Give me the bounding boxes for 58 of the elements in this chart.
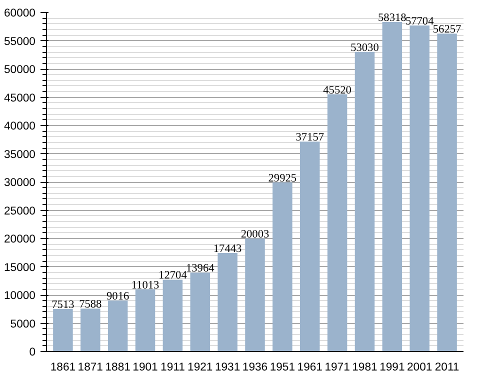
x-tick-label: 2011 xyxy=(434,362,460,373)
data-label: 20003 xyxy=(240,228,270,240)
x-tick-label: 1961 xyxy=(297,362,322,373)
bar xyxy=(135,289,156,352)
y-tick-label: 45000 xyxy=(4,92,36,104)
data-label: 29925 xyxy=(268,172,297,184)
data-label: 56257 xyxy=(432,24,462,36)
bar xyxy=(437,34,457,352)
bar xyxy=(53,309,73,352)
x-tick-label: 1881 xyxy=(105,362,130,373)
x-tick-label: 1936 xyxy=(242,362,268,373)
data-label: 17443 xyxy=(213,242,242,255)
bar xyxy=(190,272,210,352)
bar xyxy=(162,280,183,352)
y-tick-label: 5000 xyxy=(10,318,36,330)
x-tick-label: 2001 xyxy=(407,362,432,373)
x-tick-label: 1971 xyxy=(324,362,350,373)
data-label: 7513 xyxy=(52,299,75,312)
y-tick-label: 0 xyxy=(29,346,36,358)
y-tick-label: 10000 xyxy=(4,290,36,302)
data-label: 58318 xyxy=(378,12,407,24)
bar xyxy=(300,142,320,352)
data-label: 11013 xyxy=(131,279,160,292)
x-tick-label: 1991 xyxy=(380,362,405,373)
bar xyxy=(245,238,265,352)
bar xyxy=(218,252,238,352)
bar xyxy=(108,300,128,352)
bar xyxy=(410,25,430,352)
data-label: 12704 xyxy=(158,270,188,282)
x-tick-label: 1871 xyxy=(78,362,103,373)
x-tick-label: 1951 xyxy=(270,362,296,373)
bar xyxy=(382,22,402,352)
y-tick-label: 30000 xyxy=(4,177,36,189)
x-tick-label: 1931 xyxy=(214,362,240,373)
bar xyxy=(80,308,100,352)
x-tick-label: 1921 xyxy=(188,362,213,373)
y-tick-label: 20000 xyxy=(4,234,36,246)
y-tick-label: 40000 xyxy=(4,120,36,132)
data-label: 57704 xyxy=(405,15,434,28)
data-label: 9016 xyxy=(106,290,130,303)
y-tick-label: 60000 xyxy=(4,8,36,20)
data-label: 37157 xyxy=(296,132,324,144)
x-tick-label: 1861 xyxy=(50,362,76,373)
bar xyxy=(327,94,348,352)
y-tick-label: 55000 xyxy=(4,36,36,48)
x-tick-label: 1901 xyxy=(132,362,158,373)
data-label: 45520 xyxy=(323,84,352,96)
data-label: 7588 xyxy=(79,298,102,311)
y-tick-label: 50000 xyxy=(4,64,36,76)
y-tick-label: 25000 xyxy=(4,205,36,218)
bar xyxy=(272,182,292,352)
y-tick-label: 35000 xyxy=(4,148,36,161)
y-tick-label: 15000 xyxy=(4,262,36,274)
bar xyxy=(354,52,375,352)
x-tick-label: 1911 xyxy=(160,362,185,373)
data-label: 13964 xyxy=(186,262,215,275)
x-tick-label: 1981 xyxy=(352,362,378,373)
data-label: 53030 xyxy=(350,42,380,54)
